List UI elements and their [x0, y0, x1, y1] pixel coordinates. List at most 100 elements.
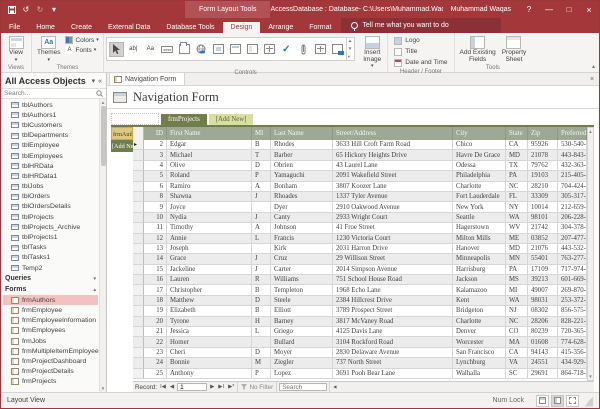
themes-button[interactable]: Aa Themes ▾ [34, 35, 63, 63]
cell-first-name[interactable]: Tyrone [167, 316, 252, 328]
cell-zip[interactable]: 01608 [528, 337, 558, 348]
insert-image-button[interactable]: Insert Image ▾ [359, 35, 385, 69]
cell-mi[interactable]: H [252, 316, 271, 328]
cell-id[interactable]: 8 [144, 191, 167, 203]
cell-city[interactable]: Harrisburg [453, 264, 506, 276]
cell-first-name[interactable]: Anthony [167, 368, 252, 379]
nav-pane-table-item[interactable]: tblTasks1 [3, 253, 98, 263]
table-row[interactable]: 21 Jessica L Griego 4125 Davis Lane Denv… [133, 327, 587, 338]
new-record-button[interactable]: ▶* [228, 384, 235, 390]
cell-city[interactable]: Havre De Grace [453, 150, 506, 161]
cell-zip[interactable]: 03852 [528, 233, 558, 244]
row-selector[interactable] [133, 306, 144, 317]
cell-phone[interactable]: 269-870-327 [558, 285, 587, 296]
cell-mi[interactable]: D [252, 160, 271, 172]
cell-phone[interactable]: 443-843-146 [558, 150, 587, 161]
cell-state[interactable]: CA [506, 140, 528, 151]
cell-street[interactable]: 1230 Victoria Court [333, 233, 453, 244]
cell-last-name[interactable]: Dyer [271, 202, 333, 213]
search-input[interactable] [4, 90, 96, 97]
cell-phone[interactable]: 305-317-608 [558, 191, 587, 203]
tab-database-tools[interactable]: Database Tools [166, 24, 215, 31]
scroll-up-icon[interactable]: ▲ [588, 129, 593, 134]
column-header-last-name[interactable]: Last Name [271, 127, 333, 140]
cell-state[interactable]: MD [506, 243, 528, 255]
nav-pane-form-item[interactable]: frmEmployee [3, 305, 98, 315]
cell-city[interactable]: Chico [453, 140, 506, 151]
cell-first-name[interactable]: Bonnie [167, 358, 252, 369]
cell-city[interactable]: Charlotte [453, 316, 506, 328]
cell-last-name[interactable]: Williams [271, 275, 333, 286]
cell-state[interactable]: NY [506, 202, 528, 213]
cell-mi[interactable]: T [252, 150, 271, 161]
cell-phone[interactable]: 253-372-871 [558, 295, 587, 307]
cell-city[interactable]: Hagerstown [453, 223, 506, 234]
last-record-button[interactable]: ▶I [218, 384, 225, 390]
table-row[interactable]: 22 Homer Bullard 3104 Rockford Road Worc… [133, 337, 587, 348]
cell-city[interactable]: San Francisco [453, 347, 506, 359]
scroll-left-icon[interactable]: ▲ [332, 384, 339, 390]
cell-zip[interactable]: 19103 [528, 171, 558, 182]
nav-pane-table-item[interactable]: tblProjects_Archive [3, 222, 98, 232]
cell-state[interactable]: WA [506, 295, 528, 307]
attachment-control-icon[interactable] [296, 42, 311, 57]
cell-first-name[interactable]: Roland [167, 171, 252, 182]
fonts-button[interactable]: A Fonts ▾ [65, 46, 97, 54]
cell-city[interactable]: Hanover [453, 243, 506, 255]
cell-city[interactable]: Minneapolis [453, 254, 506, 265]
tell-me-box[interactable]: Tell me what you want to do [341, 18, 502, 33]
row-selector[interactable] [133, 140, 144, 151]
design-view-button[interactable] [566, 394, 579, 407]
layout-view-button[interactable] [551, 394, 564, 407]
nav-pane-table-item[interactable]: tblProjects [3, 212, 98, 222]
row-selector[interactable] [133, 233, 144, 244]
hyperlink-icon[interactable] [194, 42, 209, 57]
cell-state[interactable]: NC [506, 181, 528, 192]
property-sheet-button[interactable]: Property Sheet [499, 35, 530, 64]
row-selector[interactable] [133, 181, 144, 192]
nav-pane-form-item[interactable]: frmEmployees [3, 326, 98, 336]
row-selector[interactable] [133, 275, 144, 286]
collapse-ribbon-icon[interactable]: ▴ [591, 64, 595, 70]
cell-street[interactable]: 737 North Street [333, 358, 453, 369]
shutter-close-icon[interactable]: « [98, 77, 102, 85]
cell-id[interactable]: 2 [144, 140, 167, 151]
cell-last-name[interactable]: Bullard [271, 337, 333, 348]
table-row[interactable]: 9 Joyce Dyer 2910 Oakwood Avenue New Yor… [133, 202, 587, 213]
cell-phone[interactable]: 215-405-706 [558, 171, 587, 182]
cell-last-name[interactable]: Griego [271, 327, 333, 338]
redo-icon[interactable]: ↻ [36, 5, 44, 14]
nav-pane-scrollbar[interactable]: ▲ ▼ [99, 99, 106, 392]
cell-last-name[interactable]: Barber [271, 150, 333, 161]
cell-mi[interactable]: B [252, 285, 271, 296]
cell-state[interactable]: TX [506, 160, 528, 172]
row-selector[interactable] [133, 191, 144, 203]
cell-id[interactable]: 11 [144, 223, 167, 234]
cell-city[interactable]: New York [453, 202, 506, 213]
nav-pane-table-item[interactable]: tblDepartments [3, 131, 98, 141]
cell-street[interactable]: 4125 Davis Lane [333, 327, 453, 338]
cell-state[interactable]: WA [506, 212, 528, 224]
cell-first-name[interactable]: Edgar [167, 140, 252, 151]
horizontal-scrollbar[interactable]: ▲ [329, 382, 594, 392]
sidebar-group-forms[interactable]: Forms ▴ [5, 286, 96, 294]
nav-tab-add-new-left[interactable]: [Add New] [111, 140, 133, 152]
cell-phone[interactable]: 720-365-823 [558, 327, 587, 338]
row-selector[interactable] [133, 223, 144, 234]
text-box-control-icon[interactable]: ab| [129, 46, 138, 52]
cell-id[interactable]: 18 [144, 295, 167, 307]
cell-phone[interactable]: 415-356-837 [558, 347, 587, 359]
nav-pane-table-item[interactable]: tblProjects1 [3, 232, 98, 242]
row-selector[interactable] [133, 295, 144, 307]
combo-box-control-icon[interactable] [262, 42, 277, 57]
cell-id[interactable]: 16 [144, 275, 167, 286]
scroll-down-icon[interactable]: ▼ [100, 386, 106, 391]
table-row[interactable]: 16 Lauren R Williams 751 School House Ro… [133, 275, 587, 286]
cell-phone[interactable]: 304-378-259 [558, 223, 587, 234]
cell-id[interactable]: 17 [144, 285, 167, 296]
cell-zip[interactable]: 24551 [528, 358, 558, 369]
cell-id[interactable]: 5 [144, 171, 167, 182]
cell-street[interactable]: 3817 McVaney Road [333, 316, 453, 328]
cell-mi[interactable]: D [252, 347, 271, 359]
cell-state[interactable]: CO [506, 327, 528, 338]
